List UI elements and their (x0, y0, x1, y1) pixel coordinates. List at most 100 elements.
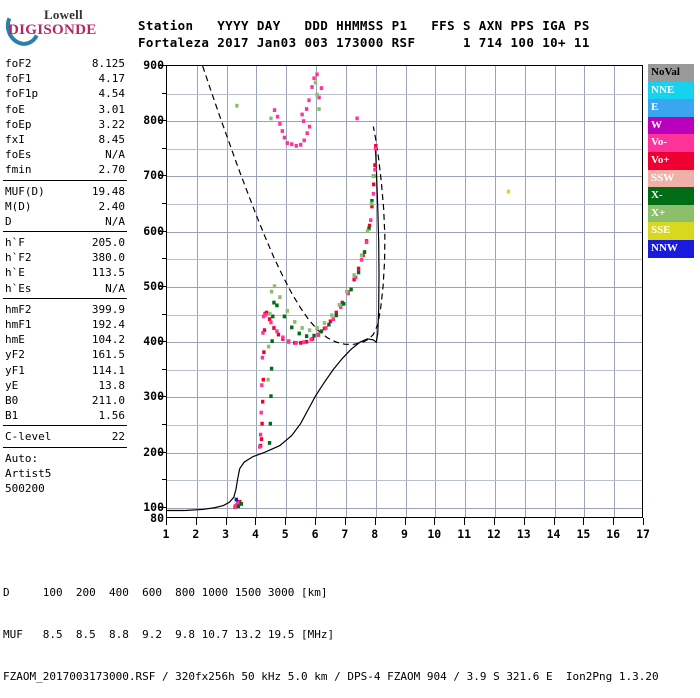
param-value: 2.40 (98, 199, 126, 213)
data-point (287, 339, 291, 344)
data-point (315, 92, 319, 97)
x-tick-label: 1 (162, 527, 170, 541)
param-key: yE (5, 378, 19, 392)
data-point (506, 189, 511, 194)
data-point (307, 98, 311, 103)
data-point (324, 326, 328, 330)
data-point (310, 85, 314, 89)
y-tick-mark (159, 396, 167, 397)
param-value: 1.56 (98, 409, 126, 423)
legend-item-nne[interactable]: NNE (648, 81, 694, 100)
y-tick-mark (159, 507, 167, 508)
data-point (294, 143, 298, 148)
param-row-hme: hmE 104.2 (3, 332, 127, 347)
data-point (342, 301, 346, 306)
legend-item-nnw[interactable]: NNW (648, 239, 694, 258)
legend-item-sse[interactable]: SSE (648, 222, 694, 240)
data-point (369, 201, 374, 206)
data-point (236, 504, 241, 509)
data-point (290, 142, 294, 147)
param-key: B1 (5, 409, 19, 423)
gridline-horizontal (167, 508, 642, 509)
gridline-vertical (584, 66, 585, 517)
y-tick-label: 200 (143, 444, 164, 459)
ionogram-plot-area[interactable] (166, 65, 643, 518)
data-point (294, 340, 298, 345)
data-point (275, 114, 280, 119)
data-point (307, 328, 312, 333)
param-row-hmf2: hmF2 399.9 (3, 302, 127, 317)
param-value: 399.9 (91, 302, 125, 316)
data-point (319, 329, 324, 334)
legend-item-ssw[interactable]: SSW (648, 169, 694, 188)
data-point (317, 95, 321, 100)
data-point (371, 191, 376, 196)
x-tick-mark (524, 518, 525, 525)
y-tick-mark (162, 369, 167, 370)
x-tick-label: 9 (401, 527, 408, 541)
series-scattered (235, 80, 321, 121)
y-tick-mark (159, 286, 167, 287)
data-point (370, 204, 374, 209)
gridline-vertical (555, 66, 556, 517)
legend-item-e[interactable]: E (648, 99, 694, 117)
data-point (307, 124, 312, 129)
x-tick-label: 14 (546, 527, 561, 541)
data-point (364, 240, 369, 245)
y-tick-mark (159, 65, 167, 66)
param-group-divider (3, 179, 127, 181)
station-header: Station YYYY DAY DDD HHMMSS P1 FFS S AXN… (138, 17, 590, 51)
y-tick-label: 400 (143, 334, 164, 349)
gridline-vertical (286, 66, 287, 517)
data-point (339, 305, 343, 309)
data-point (260, 355, 265, 360)
ionospheric-parameters-panel: foF2 8.125 foF1 4.17 foF1p 4.54 foE 3.01 foEp 3.2… (3, 56, 127, 496)
param-value: 114.1 (91, 363, 125, 377)
param-row-ye: yE 13.8 (3, 378, 127, 393)
data-point (293, 320, 297, 324)
data-point (276, 332, 281, 337)
data-point (260, 421, 264, 426)
data-point (290, 325, 294, 330)
legend-item-vo[interactable]: Vo+ (648, 151, 694, 170)
data-point (272, 108, 277, 113)
data-point (259, 437, 264, 442)
y-axis-ticks (159, 65, 167, 518)
data-point (315, 72, 319, 77)
data-point (269, 289, 274, 294)
footer-info: D 100 200 400 600 800 1000 1500 3000 [km… (3, 558, 659, 698)
data-point (280, 129, 285, 133)
legend-item-noval[interactable]: NoVal (648, 64, 694, 82)
gridline-horizontal (167, 259, 642, 260)
data-point (299, 142, 303, 147)
x-tick-mark (285, 518, 286, 525)
data-point (275, 303, 279, 308)
param-key: foEp (5, 117, 32, 131)
y-tick-label: 500 (143, 278, 164, 293)
y-tick-mark (159, 452, 167, 453)
param-auto-line-0: Auto: (5, 451, 39, 465)
data-point (238, 499, 242, 504)
param-key: fxI (5, 132, 25, 146)
legend-item-x[interactable]: X+ (648, 204, 694, 223)
gridline-horizontal (167, 480, 642, 481)
x-tick-mark (315, 518, 316, 525)
data-point (374, 143, 378, 148)
gridline-horizontal (167, 397, 642, 398)
param-key: MUF(D) (5, 184, 45, 198)
data-point (352, 273, 356, 278)
y-tick-label: 700 (143, 168, 164, 183)
station-value-line: Fortaleza 2017 Jan03 003 173000 RSF 1 71… (138, 35, 590, 50)
y-tick-mark (162, 203, 167, 204)
series-vo (233, 146, 378, 510)
legend-item-vo[interactable]: Vo- (648, 134, 694, 152)
x-tick-mark (405, 518, 406, 525)
data-point (331, 317, 335, 322)
data-point (373, 163, 377, 167)
param-value: N/A (105, 281, 125, 295)
data-point (267, 317, 272, 322)
data-point (263, 312, 268, 317)
legend-item-x[interactable]: X- (648, 187, 694, 205)
data-point (260, 383, 264, 388)
legend-item-w[interactable]: W (648, 116, 694, 135)
